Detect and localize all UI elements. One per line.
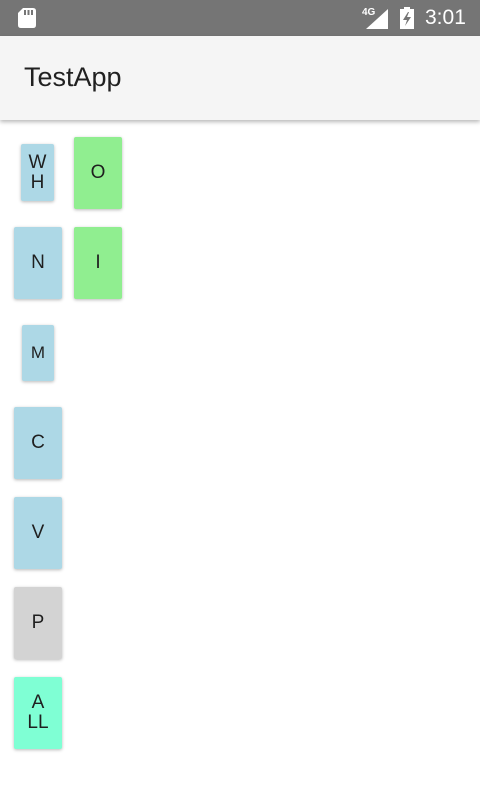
tile-label: V [31, 522, 45, 543]
tile-label: A LL [27, 692, 49, 733]
tile-m[interactable]: M [22, 325, 54, 381]
tile-v[interactable]: V [14, 497, 62, 569]
app-title: TestApp [24, 62, 122, 92]
tile-label: I [95, 252, 101, 273]
tile-i[interactable]: I [74, 227, 122, 299]
tile-label: M [30, 343, 46, 362]
sd-card-icon [18, 8, 36, 28]
clock: 3:01 [425, 6, 466, 29]
app-bar: TestApp [0, 36, 480, 120]
tile-n[interactable]: N [14, 227, 62, 299]
tile-c[interactable]: C [14, 407, 62, 479]
tile-o[interactable]: O [74, 137, 122, 209]
tile-all[interactable]: A LL [14, 677, 62, 749]
tile-p[interactable]: P [14, 587, 62, 659]
tile-wh[interactable]: W H [21, 144, 54, 201]
tile-label: W H [28, 151, 47, 193]
network-type-label: 4G [362, 7, 376, 18]
tile-label: C [31, 432, 45, 453]
tile-label: N [31, 252, 45, 273]
status-bar: 4G 3:01 [0, 0, 480, 36]
signal-icon [366, 9, 388, 29]
battery-charging-icon [400, 7, 414, 29]
tile-label: O [90, 162, 106, 183]
tile-label: P [31, 612, 45, 633]
